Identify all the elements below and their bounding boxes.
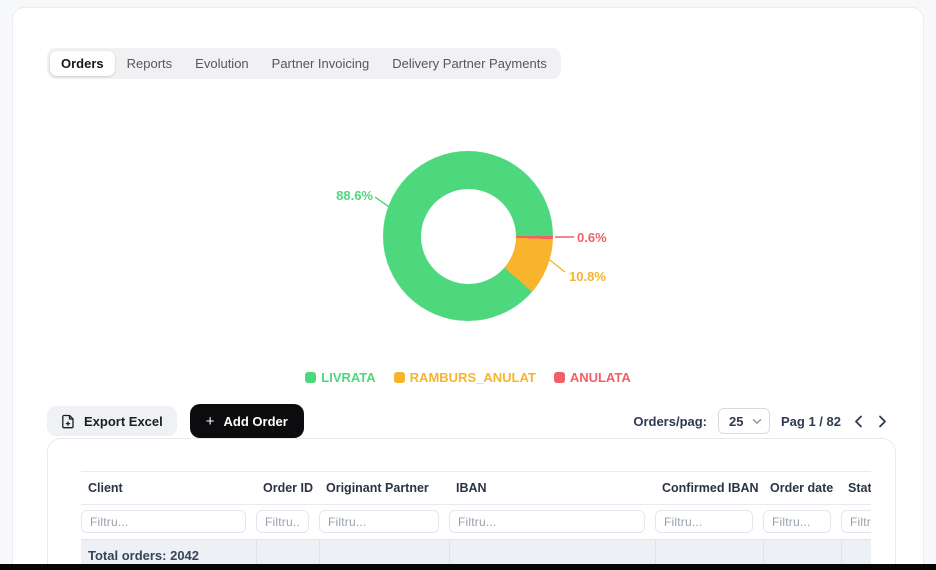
chart-label-anulata: 0.6% bbox=[577, 230, 607, 245]
export-excel-button[interactable]: Export Excel bbox=[47, 406, 177, 436]
chart-legend: LIVRATA RAMBURS_ANULAT ANULATA bbox=[13, 370, 923, 385]
donut-chart[interactable] bbox=[383, 151, 553, 321]
export-excel-label: Export Excel bbox=[84, 413, 163, 429]
table-filter-row bbox=[81, 505, 871, 540]
legend-label-ramburs-anulat: RAMBURS_ANULAT bbox=[409, 370, 536, 385]
column-header-originant-partner[interactable]: Originant Partner bbox=[319, 471, 449, 505]
legend-swatch-livrata-icon bbox=[305, 372, 317, 383]
tab-evolution[interactable]: Evolution bbox=[195, 56, 249, 71]
tab-bar: Orders Reports Evolution Partner Invoici… bbox=[47, 48, 561, 79]
filter-input-originant-partner[interactable] bbox=[319, 510, 439, 533]
column-header-iban[interactable]: IBAN bbox=[449, 471, 655, 505]
chart-label-livrata: 88.6% bbox=[336, 188, 373, 203]
tab-orders[interactable]: Orders bbox=[50, 51, 115, 76]
orders-table-scroll[interactable]: Client Order ID Originant Partner IBAN C… bbox=[81, 471, 871, 570]
per-page-value: 25 bbox=[729, 413, 744, 429]
legend-label-anulata: ANULATA bbox=[569, 370, 631, 385]
orders-status-chart: 88.6% 0.6% 10.8% LIVRATA RAMBURS_ANULAT … bbox=[13, 82, 923, 398]
filter-input-confirmed-iban[interactable] bbox=[655, 510, 753, 533]
file-plus-icon bbox=[61, 414, 75, 429]
page-indicator: Pag 1 / 82 bbox=[781, 413, 841, 429]
table-header-row: Client Order ID Originant Partner IBAN C… bbox=[81, 471, 871, 505]
legend-swatch-ramburs-anulat-icon bbox=[393, 372, 405, 383]
column-header-client[interactable]: Client bbox=[81, 471, 256, 505]
tab-partner-invoicing[interactable]: Partner Invoicing bbox=[271, 56, 370, 71]
next-page-button[interactable] bbox=[876, 413, 889, 430]
tab-delivery-partner-payments[interactable]: Delivery Partner Payments bbox=[392, 56, 547, 71]
filter-input-client[interactable] bbox=[81, 510, 246, 533]
filter-input-status[interactable] bbox=[841, 510, 871, 533]
pagination: Orders/pag: 25 Pag 1 / 82 bbox=[633, 408, 889, 434]
filter-input-iban[interactable] bbox=[449, 510, 645, 533]
orders-toolbar: Export Excel + Add Order Orders/pag: 25 … bbox=[47, 401, 889, 441]
chevron-right-icon bbox=[878, 415, 887, 428]
legend-item-ramburs-anulat[interactable]: RAMBURS_ANULAT bbox=[393, 370, 536, 385]
legend-item-livrata[interactable]: LIVRATA bbox=[305, 370, 376, 385]
chevron-left-icon bbox=[854, 415, 863, 428]
column-header-order-date[interactable]: Order date bbox=[763, 471, 841, 505]
chart-leader-lines bbox=[374, 196, 574, 273]
prev-page-button[interactable] bbox=[852, 413, 865, 430]
filter-input-order-id[interactable] bbox=[256, 510, 309, 533]
per-page-label: Orders/pag: bbox=[633, 413, 708, 429]
tab-reports[interactable]: Reports bbox=[126, 56, 173, 71]
orders-table: Client Order ID Originant Partner IBAN C… bbox=[81, 471, 871, 570]
add-order-button[interactable]: + Add Order bbox=[189, 404, 304, 438]
plus-icon: + bbox=[205, 412, 215, 430]
add-order-label: Add Order bbox=[223, 413, 288, 429]
chevron-down-icon bbox=[752, 418, 762, 425]
orders-table-card: Client Order ID Originant Partner IBAN C… bbox=[47, 438, 896, 570]
filter-input-order-date[interactable] bbox=[763, 510, 831, 533]
legend-item-anulata[interactable]: ANULATA bbox=[553, 370, 631, 385]
legend-swatch-anulata-icon bbox=[553, 372, 565, 383]
legend-label-livrata: LIVRATA bbox=[321, 370, 376, 385]
column-header-order-id[interactable]: Order ID bbox=[256, 471, 319, 505]
per-page-select[interactable]: 25 bbox=[718, 408, 771, 434]
chart-label-ramburs-anulat: 10.8% bbox=[569, 269, 606, 284]
column-header-status[interactable]: Status bbox=[841, 471, 871, 505]
screen-bottom-edge bbox=[0, 564, 936, 570]
app-window: Orders Reports Evolution Partner Invoici… bbox=[12, 7, 924, 570]
column-header-confirmed-iban[interactable]: Confirmed IBAN bbox=[655, 471, 763, 505]
